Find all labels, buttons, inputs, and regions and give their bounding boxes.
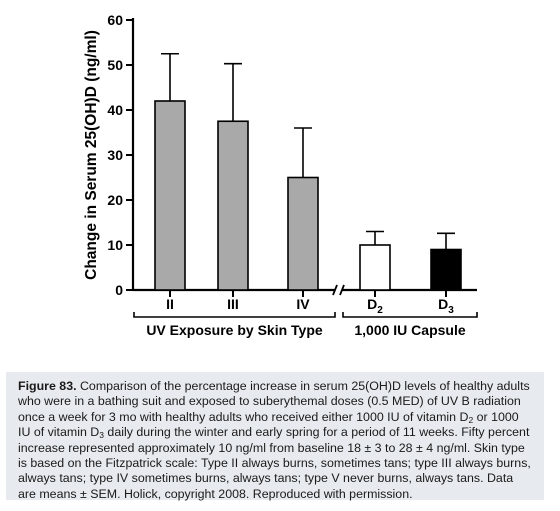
y-tick-label-4: 40 — [107, 102, 123, 118]
x-tick-label-0: II — [166, 296, 174, 312]
bar-0 — [154, 100, 186, 291]
bar-3 — [359, 244, 391, 291]
x-tick-label-3: D2 — [367, 296, 383, 316]
y-tick-label-6: 60 — [107, 12, 123, 28]
axis-break-mark-left — [332, 284, 338, 296]
y-ticks: 0 10 20 30 40 50 60 — [107, 12, 133, 298]
y-tick-label-1: 10 — [107, 237, 123, 253]
y-tick-label-0: 0 — [115, 282, 123, 298]
group-bracket-1 — [342, 312, 478, 318]
chart: 0 10 20 30 40 50 60 II III IV D2 D3 UV Exposure by… — [83, 12, 478, 338]
figure-caption: Figure 83. Comparison of the percentage … — [6, 372, 544, 501]
y-tick-label-5: 50 — [107, 57, 123, 73]
caption-subscript-1: 2 — [468, 414, 474, 425]
caption-subscript-2: 3 — [99, 430, 104, 441]
bars — [154, 52, 462, 291]
caption-text-1: Comparison of the percentage increase in… — [18, 379, 530, 424]
axis-break-mark-right — [339, 284, 345, 296]
y-tick-label-3: 30 — [107, 147, 123, 163]
x-ticks: II III IV D2 D3 — [166, 290, 454, 316]
group-label-1: 1,000 IU Capsule — [354, 322, 465, 338]
y-axis-label: Change in Serum 25(OH)D (ng/ml) — [83, 30, 100, 280]
group-bracket-0 — [133, 312, 336, 318]
x-tick-label-sub-4: 3 — [448, 305, 454, 316]
caption-text-3: daily during the winter and early spring… — [18, 425, 531, 501]
x-tick-label-4: D3 — [438, 296, 454, 316]
caption-text-2: or 1000 IU of vitamin D — [18, 409, 519, 440]
bar-1 — [217, 120, 249, 291]
x-tick-label-2: IV — [296, 296, 310, 312]
bar-2 — [287, 176, 319, 291]
bar-4 — [430, 248, 462, 291]
x-tick-label-sub-3: 2 — [377, 305, 383, 316]
y-tick-label-2: 20 — [107, 192, 123, 208]
group-label-0: UV Exposure by Skin Type — [146, 322, 323, 338]
caption-figure-label: Figure 83. — [18, 379, 77, 393]
x-tick-label-1: III — [227, 296, 239, 312]
group-brackets: UV Exposure by Skin Type 1,000 IU Capsule — [133, 312, 478, 338]
